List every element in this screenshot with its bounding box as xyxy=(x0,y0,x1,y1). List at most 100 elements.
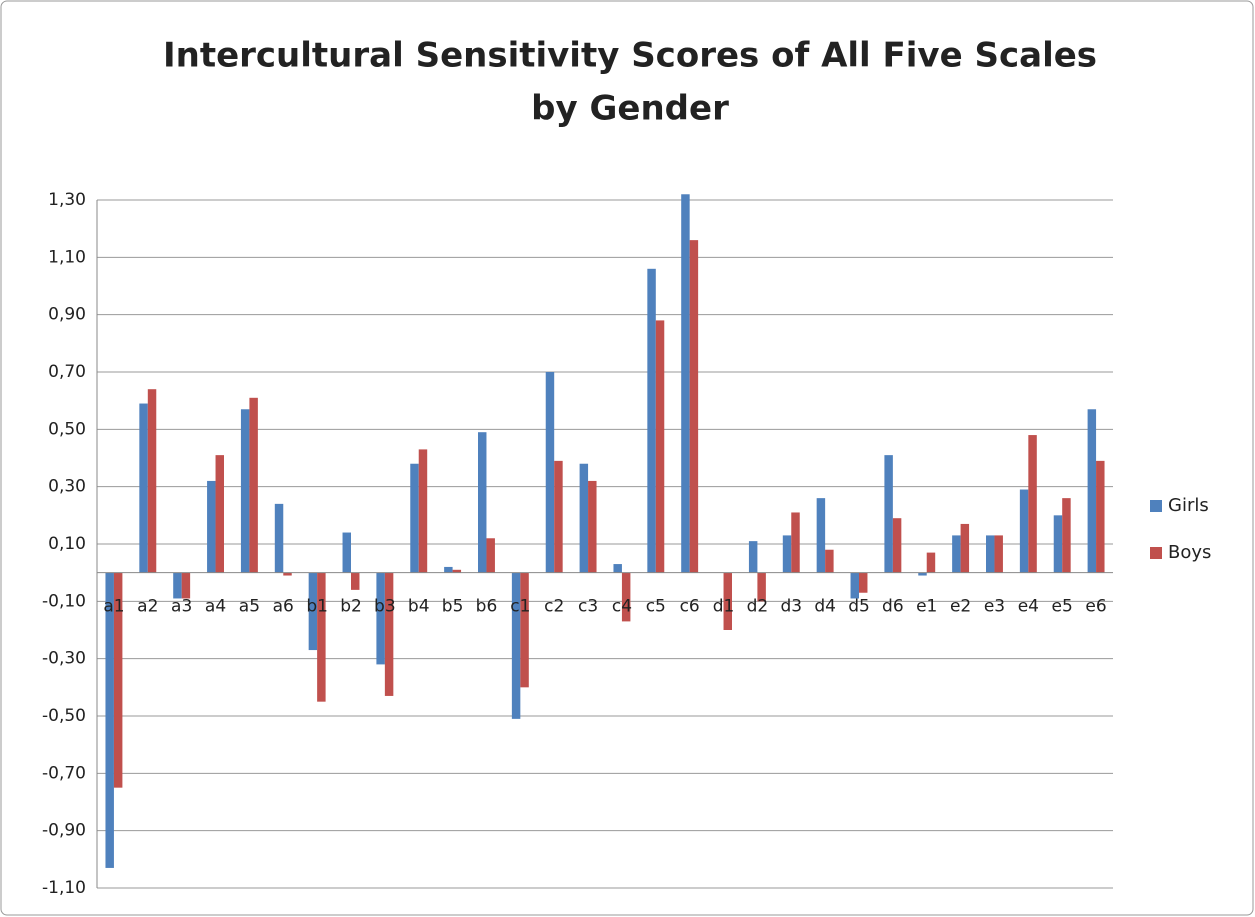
bar xyxy=(545,372,555,573)
bar xyxy=(249,397,258,573)
bar xyxy=(850,572,859,599)
bar xyxy=(554,460,563,573)
bar xyxy=(418,449,428,573)
x-tick-label: c2 xyxy=(544,597,564,617)
y-tick-label: 1,30 xyxy=(48,190,86,210)
bar xyxy=(1019,489,1029,573)
bar xyxy=(139,403,148,573)
x-tick-label: c6 xyxy=(680,597,700,617)
x-tick-label: a5 xyxy=(239,597,260,617)
bar xyxy=(748,541,758,573)
bar xyxy=(342,532,351,573)
bar xyxy=(173,572,182,599)
y-tick-label: 0,70 xyxy=(48,362,86,382)
x-tick-label: e5 xyxy=(1052,597,1073,617)
bar xyxy=(1096,460,1105,573)
bar xyxy=(147,389,157,573)
bar xyxy=(452,569,462,573)
bar xyxy=(105,572,114,868)
bar xyxy=(520,572,529,688)
bar xyxy=(825,549,834,573)
legend-swatch xyxy=(1150,547,1162,559)
x-tick-label: b2 xyxy=(340,597,362,617)
bar xyxy=(240,409,250,573)
x-tick-label: c1 xyxy=(510,597,530,617)
x-tick-label: a1 xyxy=(103,597,124,617)
bar xyxy=(655,320,665,573)
legend-label: Girls xyxy=(1168,495,1209,516)
bar xyxy=(816,498,826,573)
bar xyxy=(113,572,123,788)
x-tick-label: b3 xyxy=(374,597,396,617)
bar xyxy=(681,194,690,573)
x-tick-label: e6 xyxy=(1085,597,1106,617)
x-tick-label: a4 xyxy=(205,597,226,617)
bar xyxy=(308,572,318,651)
bar xyxy=(351,572,360,590)
bar xyxy=(884,455,893,573)
y-tick-label: -0,70 xyxy=(42,763,86,783)
bar xyxy=(723,572,732,630)
bar xyxy=(986,535,995,573)
x-tick-label: b6 xyxy=(476,597,498,617)
bar xyxy=(444,566,453,573)
bar xyxy=(376,572,385,665)
bar xyxy=(960,523,970,573)
bar xyxy=(892,518,902,573)
bar xyxy=(215,455,224,573)
x-tick-label: b4 xyxy=(408,597,430,617)
bar xyxy=(511,572,521,719)
bar xyxy=(274,503,284,573)
x-tick-label: d6 xyxy=(882,597,904,617)
x-tick-label: c5 xyxy=(646,597,666,617)
bar xyxy=(918,572,927,576)
x-tick-label: e4 xyxy=(1018,597,1039,617)
y-tick-label: 0,30 xyxy=(48,477,86,497)
y-tick-label: -0,50 xyxy=(42,706,86,726)
x-tick-label: d1 xyxy=(713,597,735,617)
bar xyxy=(1062,498,1071,573)
x-tick-label: c3 xyxy=(578,597,598,617)
x-tick-label: b5 xyxy=(442,597,464,617)
y-tick-label: -1,10 xyxy=(42,878,86,898)
bar xyxy=(782,535,792,573)
bar xyxy=(588,480,597,573)
y-tick-label: 0,10 xyxy=(48,534,86,554)
x-tick-label: c4 xyxy=(612,597,632,617)
bar xyxy=(181,572,191,599)
y-tick-label: -0,30 xyxy=(42,649,86,669)
chart-title: Intercultural Sensitivity Scores of All … xyxy=(163,36,1097,76)
legend-label: Boys xyxy=(1168,542,1211,563)
y-tick-label: 1,10 xyxy=(48,247,86,267)
bar xyxy=(757,572,766,602)
y-tick-label: 0,50 xyxy=(48,419,86,439)
x-tick-label: e2 xyxy=(950,597,971,617)
bar xyxy=(207,480,216,573)
bar xyxy=(384,572,394,696)
bar xyxy=(621,572,631,622)
x-tick-label: e3 xyxy=(984,597,1005,617)
y-tick-label: 0,90 xyxy=(48,305,86,325)
bar xyxy=(859,572,868,593)
bar xyxy=(613,564,622,573)
bar xyxy=(994,535,1003,573)
x-tick-label: a3 xyxy=(171,597,192,617)
y-tick-label: -0,90 xyxy=(42,821,86,841)
x-tick-label: d3 xyxy=(780,597,802,617)
bar xyxy=(926,552,936,573)
x-tick-label: a2 xyxy=(137,597,158,617)
x-tick-label: a6 xyxy=(273,597,294,617)
x-tick-label: d2 xyxy=(747,597,769,617)
bar xyxy=(579,463,589,573)
bar xyxy=(478,432,487,573)
x-tick-label: d4 xyxy=(814,597,836,617)
bar xyxy=(1087,409,1097,573)
bar xyxy=(791,512,800,573)
y-tick-label: -0,10 xyxy=(42,591,86,611)
bar xyxy=(410,463,419,573)
x-tick-label: d5 xyxy=(848,597,870,617)
x-tick-label: b1 xyxy=(306,597,328,617)
x-tick-label: e1 xyxy=(916,597,937,617)
